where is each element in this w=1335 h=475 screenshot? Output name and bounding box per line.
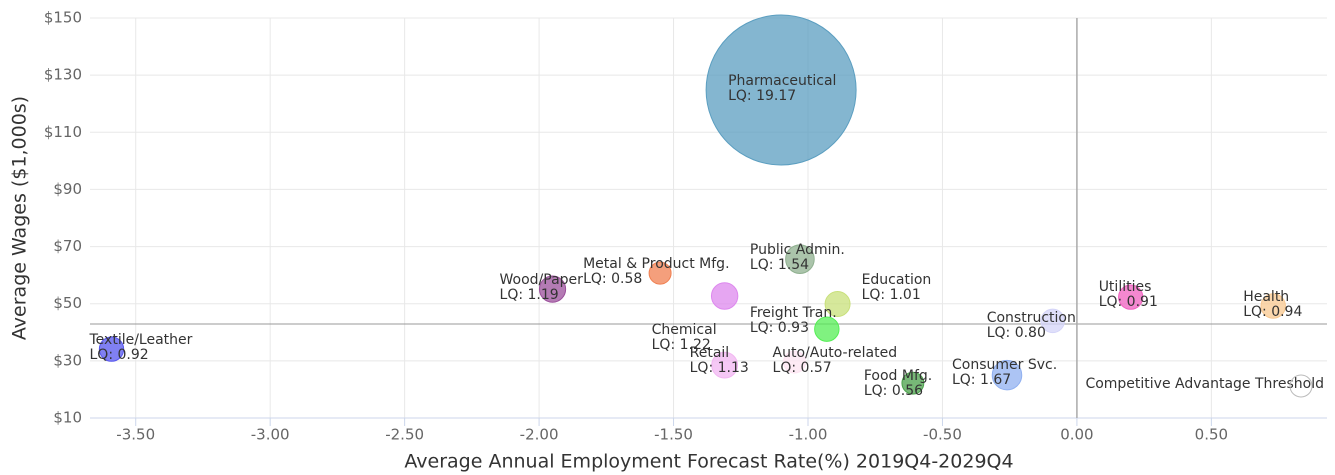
x-tick-label: -1.00 bbox=[789, 426, 828, 444]
x-tick-label: -3.00 bbox=[251, 426, 290, 444]
x-tick-label: -1.50 bbox=[654, 426, 693, 444]
bubble bbox=[710, 282, 739, 310]
x-tick-label: 0.50 bbox=[1195, 426, 1228, 444]
bubble-size-label: LQ: 1.19 bbox=[500, 287, 559, 303]
y-tick-label: $70 bbox=[53, 237, 82, 255]
y-tick-label: $150 bbox=[44, 9, 82, 27]
bubble-size-label: LQ: 1.54 bbox=[750, 257, 809, 273]
bubble bbox=[991, 359, 1023, 391]
bubble-label: Consumer Svc. bbox=[952, 357, 1057, 373]
y-tick-label: $110 bbox=[44, 123, 82, 141]
bubble-label: Education bbox=[862, 272, 932, 288]
bubble-label: Chemical bbox=[652, 322, 717, 338]
bubble-size-label: LQ: 0.94 bbox=[1243, 304, 1302, 320]
bubble-label: Pharmaceutical bbox=[728, 73, 836, 89]
bubble bbox=[814, 316, 840, 342]
bubble-label: Food Mfg. bbox=[864, 368, 932, 384]
bubble-label: Wood/Paper bbox=[500, 272, 584, 288]
bubble-label: Utilities bbox=[1099, 279, 1152, 295]
bubble bbox=[648, 261, 672, 285]
bubble bbox=[538, 275, 567, 303]
y-tick-label: $50 bbox=[53, 294, 82, 312]
bubble-label: Metal & Product Mfg. bbox=[583, 256, 729, 272]
legend-symbol bbox=[1289, 374, 1313, 398]
bubble-label: Retail bbox=[690, 345, 730, 361]
bubble bbox=[711, 351, 739, 379]
x-tick-label: -2.00 bbox=[520, 426, 559, 444]
x-tick-label: -3.50 bbox=[116, 426, 155, 444]
bubble bbox=[824, 291, 851, 317]
bubble-size-label: LQ: 1.67 bbox=[952, 372, 1011, 388]
bubble-size-label: LQ: 0.57 bbox=[773, 360, 832, 376]
y-tick-label: $130 bbox=[44, 66, 82, 84]
y-axis-title: Average Wages ($1,000s) bbox=[9, 96, 31, 340]
bubble-size-label: LQ: 0.91 bbox=[1099, 294, 1158, 310]
bubble-size-label: LQ: 0.92 bbox=[90, 347, 149, 363]
bubble-size-label: LQ: 1.13 bbox=[690, 360, 749, 376]
bubble bbox=[1118, 284, 1144, 310]
bubble bbox=[1260, 293, 1286, 319]
y-tick-label: $10 bbox=[53, 409, 82, 427]
x-tick-label: 0.00 bbox=[1060, 426, 1093, 444]
bubble-label: Freight Tran. bbox=[750, 305, 837, 321]
bubble bbox=[783, 350, 807, 374]
x-tick-label: -2.50 bbox=[385, 426, 424, 444]
bubble bbox=[901, 371, 925, 395]
legend-label: Competitive Advantage Threshold bbox=[1085, 376, 1324, 392]
y-tick-label: $30 bbox=[53, 351, 82, 369]
bubble bbox=[98, 336, 125, 362]
bubble-label: Textile/Leather bbox=[89, 332, 193, 348]
x-tick-label: -0.50 bbox=[923, 426, 962, 444]
bubble-size-label: LQ: 1.01 bbox=[862, 287, 921, 303]
bubble-size-label: LQ: 19.17 bbox=[728, 88, 796, 104]
bubble bbox=[1040, 308, 1065, 334]
y-tick-label: $90 bbox=[53, 180, 82, 198]
bubble-size-label: LQ: 0.80 bbox=[987, 325, 1046, 341]
bubble-size-label: LQ: 0.58 bbox=[583, 271, 642, 287]
bubble bbox=[705, 14, 857, 166]
bubble-size-label: LQ: 0.56 bbox=[864, 383, 923, 399]
bubble bbox=[785, 244, 815, 274]
bubble-size-label: LQ: 1.22 bbox=[652, 337, 711, 353]
bubble-size-label: LQ: 0.93 bbox=[750, 320, 809, 336]
x-axis-title: Average Annual Employment Forecast Rate(… bbox=[404, 451, 1013, 473]
bubble-label: Construction bbox=[987, 310, 1076, 326]
bubble-label: Auto/Auto-related bbox=[773, 345, 898, 361]
bubble-label: Public Admin. bbox=[750, 242, 845, 258]
bubble-label: Health bbox=[1243, 289, 1289, 305]
